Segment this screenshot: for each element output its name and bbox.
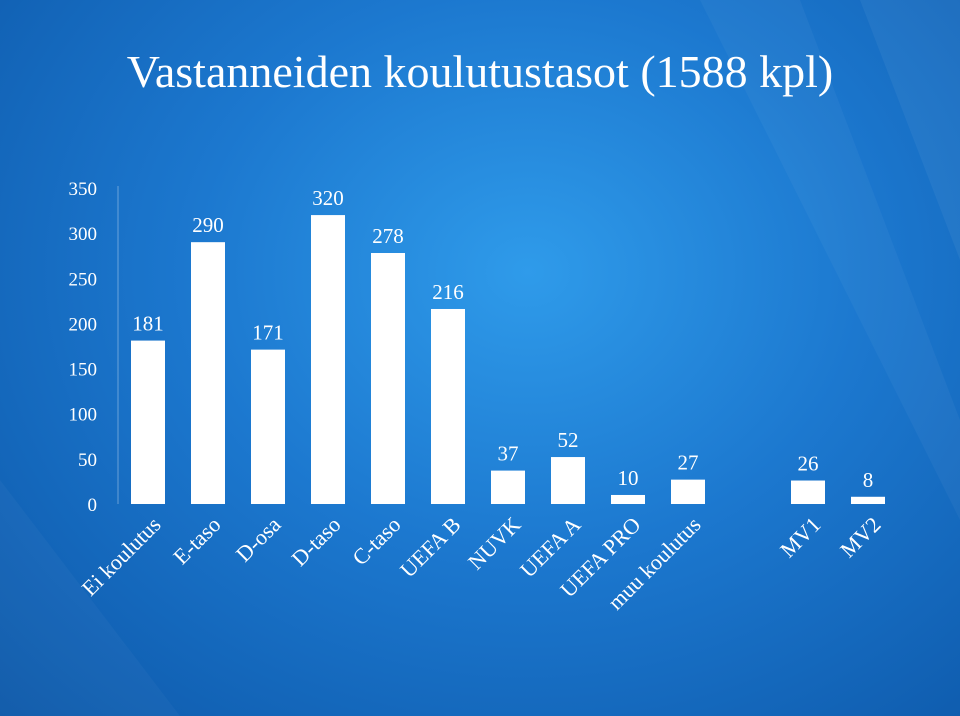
bar [431,308,465,504]
y-tick-label: 0 [88,495,98,516]
bar [251,349,285,504]
data-label: 216 [432,280,464,304]
bar [611,494,645,504]
x-tick-label: D-taso [286,512,345,571]
bar [131,340,165,504]
data-label: 27 [678,451,699,475]
y-tick-label: 300 [69,224,98,245]
x-tick-label: UEFA B [395,512,466,583]
x-tick-label: E-taso [168,512,225,569]
data-label: 320 [312,186,344,210]
data-label: 37 [498,442,519,466]
y-tick-label: 150 [69,360,98,381]
bar [191,242,225,504]
bar [311,215,345,505]
bar [791,480,825,504]
x-tick-label: MV2 [835,512,886,563]
bar [371,253,405,504]
data-label: 181 [132,312,164,336]
bar [551,457,585,504]
x-tick-label: C-taso [347,512,405,570]
data-label: 171 [252,321,284,345]
bars [131,215,885,505]
data-label: 52 [558,428,579,452]
x-tick-label: MV1 [775,512,826,563]
x-tick-label: Ei koulutus [77,512,166,601]
y-tick-label: 350 [69,179,98,200]
bar [491,470,525,504]
data-label: 26 [798,452,819,476]
data-label: 8 [863,468,874,492]
y-tick-label: 200 [69,314,98,335]
data-label: 290 [192,213,224,237]
y-tick-label: 250 [69,269,98,290]
y-tick-label: 50 [78,450,97,471]
y-tick-label: 100 [69,405,98,426]
data-label: 278 [372,224,404,248]
y-axis-ticks: 0 50 100 150 200 250 300 350 [69,179,98,516]
chart-title: Vastanneiden koulutustasot (1588 kpl) [126,46,834,97]
bar [671,479,705,504]
data-label: 10 [618,466,639,490]
bar [851,496,885,504]
data-labels: 181 290 171 320 278 216 37 52 10 27 26 8 [132,186,873,492]
x-tick-label: D-osa [231,512,286,567]
